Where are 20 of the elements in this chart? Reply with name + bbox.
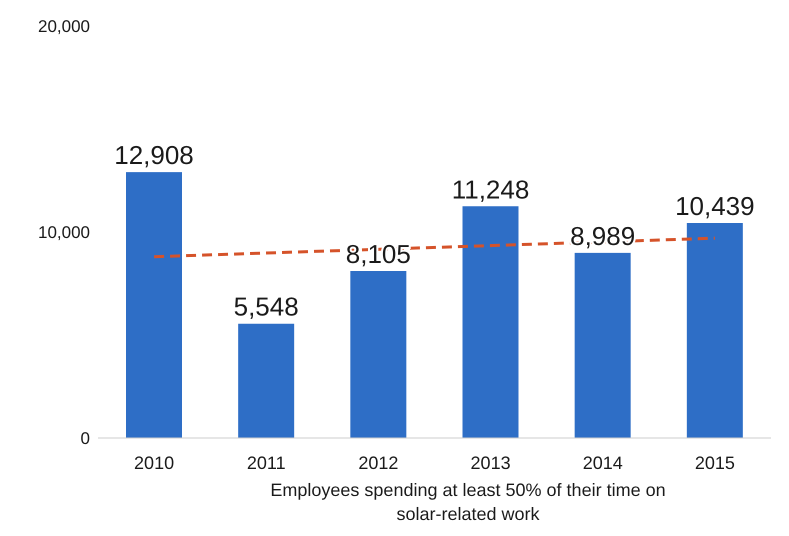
data-label: 12,908 bbox=[114, 140, 194, 170]
x-tick-label: 2012 bbox=[358, 452, 398, 473]
x-tick-label: 2014 bbox=[582, 452, 623, 473]
data-label: 5,548 bbox=[234, 292, 299, 322]
data-label: 10,439 bbox=[675, 190, 755, 221]
x-tick-label: 2013 bbox=[470, 452, 511, 473]
bar bbox=[238, 324, 294, 438]
x-tick-label: 2011 bbox=[246, 452, 286, 473]
bar bbox=[574, 252, 631, 438]
y-tick-label: 20,000 bbox=[38, 17, 90, 36]
x-tick-label: 2010 bbox=[134, 452, 174, 473]
x-axis-title: Employees spending at least 50% of their time on solar-related work bbox=[269, 479, 667, 526]
bar bbox=[462, 206, 518, 438]
bar bbox=[350, 271, 406, 438]
data-label: 11,248 bbox=[452, 174, 530, 204]
y-tick-label: 10,000 bbox=[38, 223, 90, 242]
y-tick-label: 0 bbox=[80, 429, 90, 448]
bar bbox=[686, 222, 743, 438]
x-tick-label: 2015 bbox=[694, 452, 735, 473]
bar bbox=[126, 172, 182, 438]
